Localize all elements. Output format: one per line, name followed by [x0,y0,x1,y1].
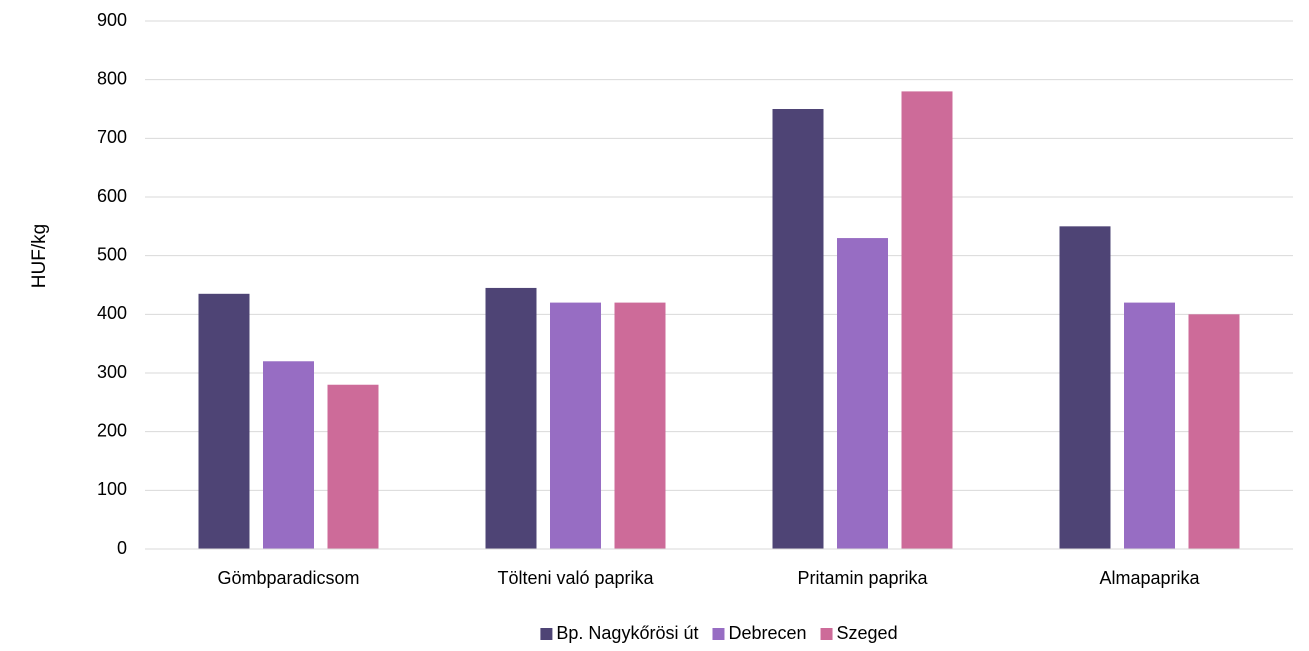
y-tick-label: 600 [97,186,127,206]
x-category-label: Pritamin paprika [797,568,928,588]
bars [198,91,1240,550]
y-tick-label: 700 [97,127,127,147]
bar-2-4 [1124,302,1175,549]
legend-swatch-3 [820,628,833,640]
bar-3-4 [1188,314,1240,549]
bar-1-3 [772,109,824,549]
legend-item: Szeged [820,623,898,643]
y-tick-label: 500 [97,244,127,264]
legend-label: Debrecen [728,623,806,643]
bar-1-2 [485,287,537,549]
bar-1-4 [1059,226,1111,550]
bar-1-1 [198,293,250,549]
bar-2-3 [837,238,888,550]
y-tick-label: 100 [97,479,127,499]
y-tick-label: 0 [117,538,127,558]
bar-3-3 [901,91,953,550]
bar-3-2 [614,302,666,549]
y-axis-tick-labels: 0 100 200 300 400 500 600 700 800 900 [97,10,127,558]
legend-label: Bp. Nagykőrösi út [556,623,698,643]
x-category-label: Almapaprika [1099,568,1200,588]
legend: Bp. Nagykőrösi út Debrecen Szeged [540,623,898,643]
legend-item: Debrecen [712,623,807,643]
bar-3-1 [327,384,379,549]
legend-swatch-2 [712,628,725,640]
legend-item: Bp. Nagykőrösi út [540,623,698,643]
x-category-label: Gömbparadicsom [217,568,359,588]
bar-2-1 [263,361,314,549]
y-tick-label: 400 [97,303,127,323]
y-tick-label: 200 [97,420,127,440]
y-axis-title: HUF/kg [29,224,50,288]
bar-2-2 [550,302,601,549]
gridlines [145,20,1293,491]
legend-label: Szeged [837,623,898,643]
x-axis-category-labels: Gömbparadicsom Tölteni való paprika Pritam… [217,568,1200,588]
legend-swatch-1 [540,628,553,640]
y-tick-label: 800 [97,68,127,88]
y-tick-label: 900 [97,10,127,30]
y-tick-label: 300 [97,362,127,382]
x-category-label: Tölteni való paprika [497,568,654,588]
